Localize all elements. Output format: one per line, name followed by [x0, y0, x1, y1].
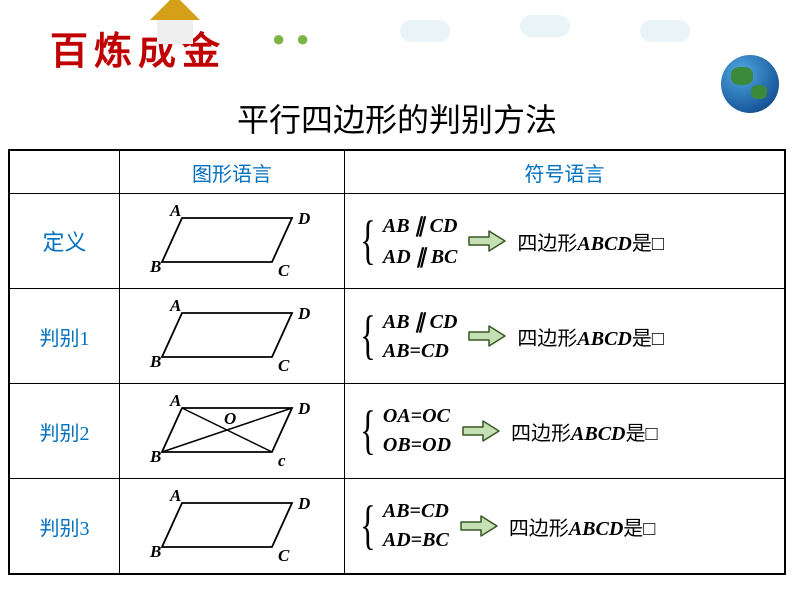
- arrow-icon: [467, 324, 507, 348]
- svg-text:B: B: [149, 352, 161, 371]
- conclusion-text: 四边形ABCD是□: [509, 512, 656, 541]
- brace-icon: {: [360, 504, 376, 547]
- row-label: 判别3: [40, 512, 90, 541]
- arrow-icon: [467, 229, 507, 253]
- graphic-cell: O A D B c: [120, 384, 345, 478]
- symbolic-cell: { AB ∥ CDAD ∥ BC 四边形ABCD是□: [345, 194, 784, 288]
- svg-text:A: A: [169, 201, 181, 220]
- svg-text:D: D: [297, 209, 310, 228]
- svg-text:B: B: [149, 542, 161, 561]
- svg-text:A: A: [169, 296, 181, 315]
- row-label-cell: 定义: [10, 194, 120, 288]
- arrow-icon: [461, 419, 501, 443]
- symbolic-cell: { AB ∥ CDAB=CD 四边形ABCD是□: [345, 289, 784, 383]
- table-row: 定义 A D B C { AB ∥ CDAD ∥ BC 四边形ABCD是□: [10, 194, 784, 289]
- conclusion-text: 四边形ABCD是□: [511, 417, 658, 446]
- table-row: 判别3 A D B C { AB=CDAD=BC 四边形ABCD是□: [10, 479, 784, 573]
- conclusion-text: 四边形ABCD是□: [517, 322, 664, 351]
- row-label: 定义: [42, 225, 86, 257]
- svg-text:C: C: [278, 356, 290, 375]
- header-blank: [10, 151, 120, 193]
- cloud-icon: [520, 15, 570, 37]
- header-graphic: 图形语言: [120, 151, 345, 193]
- svg-text:c: c: [278, 451, 286, 470]
- cloud-icon: [640, 20, 690, 42]
- row-label: 判别2: [40, 417, 90, 446]
- svg-text:A: A: [169, 391, 181, 410]
- svg-text:A: A: [169, 486, 181, 505]
- table-row: 判别1 A D B C { AB ∥ CDAB=CD 四边形ABCD是□: [10, 289, 784, 384]
- svg-text:B: B: [149, 257, 161, 276]
- methods-table: 图形语言 符号语言 定义 A D B C { AB ∥ CDAD ∥ BC: [8, 149, 786, 575]
- svg-text:D: D: [297, 494, 310, 513]
- graphic-cell: A D B C: [120, 194, 345, 288]
- conditions-group: { OA=OCOB=OD: [355, 405, 451, 457]
- cloud-icon: [400, 20, 450, 42]
- house-icon: [150, 0, 200, 44]
- row-label: 判别1: [40, 322, 90, 351]
- graphic-cell: A D B C: [120, 289, 345, 383]
- globe-icon: [721, 55, 779, 113]
- brace-icon: {: [360, 409, 376, 452]
- row-label-cell: 判别2: [10, 384, 120, 478]
- conditions-group: { AB ∥ CDAB=CD: [355, 309, 457, 363]
- svg-text:D: D: [297, 399, 310, 418]
- row-label-cell: 判别1: [10, 289, 120, 383]
- brace-icon: {: [360, 219, 376, 262]
- row-label-cell: 判别3: [10, 479, 120, 573]
- symbolic-cell: { OA=OCOB=OD 四边形ABCD是□: [345, 384, 784, 478]
- table-header-row: 图形语言 符号语言: [10, 151, 784, 194]
- page-title: 平行四边形的判别方法: [0, 95, 794, 141]
- svg-text:O: O: [224, 409, 236, 428]
- svg-text:C: C: [278, 261, 290, 280]
- header-symbolic: 符号语言: [345, 151, 784, 193]
- symbolic-cell: { AB=CDAD=BC 四边形ABCD是□: [345, 479, 784, 573]
- graphic-cell: A D B C: [120, 479, 345, 573]
- svg-text:D: D: [297, 304, 310, 323]
- svg-text:C: C: [278, 546, 290, 565]
- trees-icon: [270, 30, 318, 65]
- conclusion-text: 四边形ABCD是□: [517, 227, 664, 256]
- conditions-group: { AB=CDAD=BC: [355, 500, 449, 552]
- header-decoration: 百炼成金: [0, 0, 794, 90]
- table-row: 判别2 O A D B c { OA=OCOB=OD 四边形ABCD是: [10, 384, 784, 479]
- conditions-group: { AB ∥ CDAD ∥ BC: [355, 213, 457, 269]
- brace-icon: {: [360, 314, 376, 357]
- svg-text:B: B: [149, 447, 161, 466]
- arrow-icon: [459, 514, 499, 538]
